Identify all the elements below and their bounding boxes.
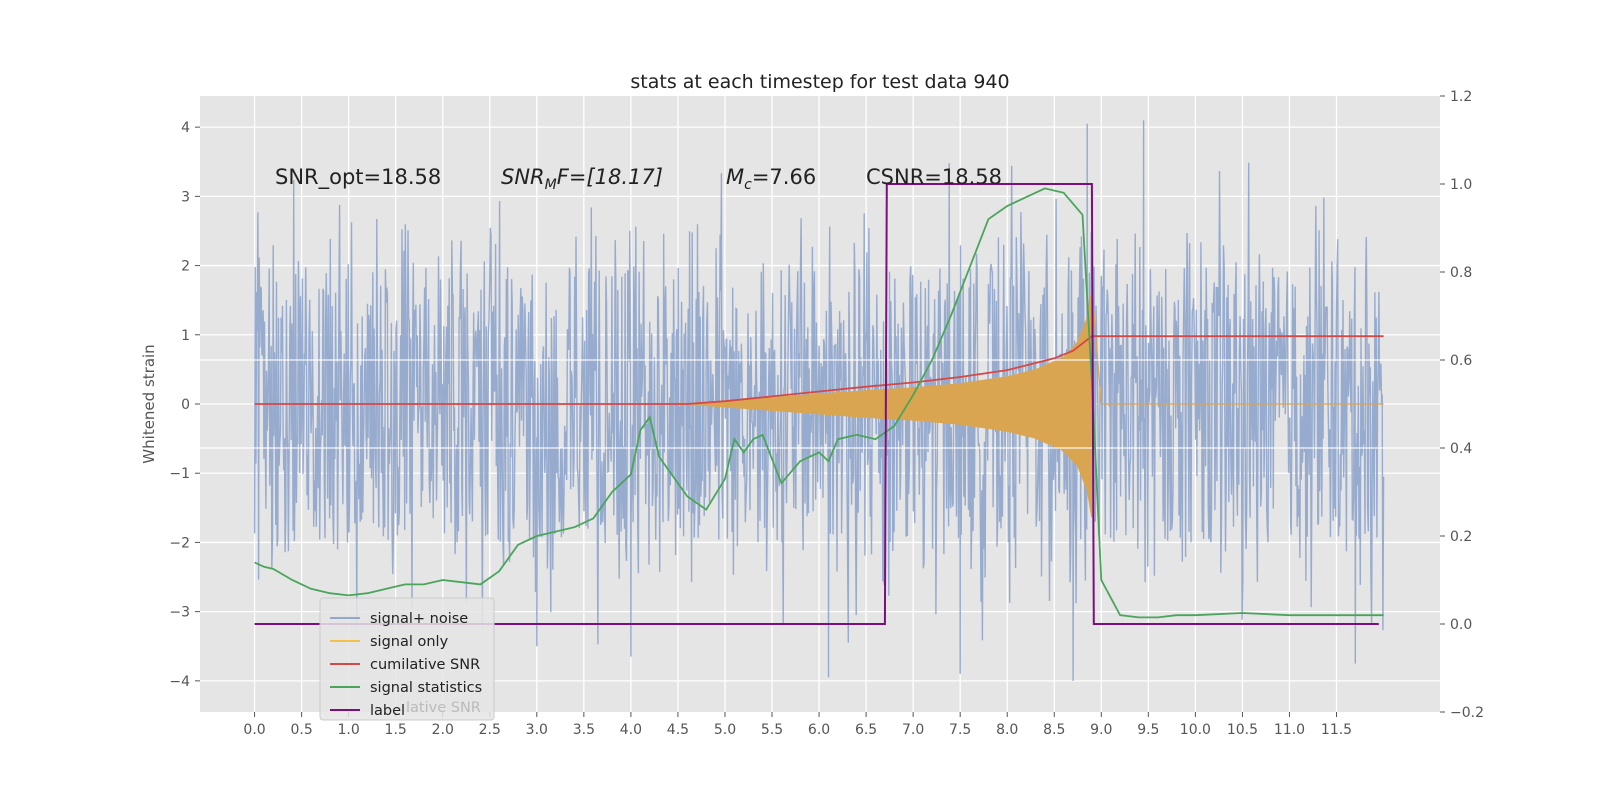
legend: lative SNR signal+ noise signal only cumil… bbox=[319, 597, 495, 721]
ticks-layer: 0.0 0.5 1.0 1.5 2.0 2.5 3.0 3.5 4.0 4.5 5.0 5.5 6.0 6… bbox=[169, 89, 1484, 738]
legend-label: signal only bbox=[370, 634, 449, 650]
y-tick-label: −3 bbox=[169, 605, 190, 621]
y2-tick-label: 0.2 bbox=[1450, 529, 1472, 545]
x-tick-label: 0.0 bbox=[243, 722, 265, 738]
y2-tick-label: 1.2 bbox=[1450, 89, 1472, 105]
y-tick-label: −1 bbox=[169, 466, 190, 482]
x-tick-label: 4.5 bbox=[667, 722, 689, 738]
annotation-snr-mf-subscript: M bbox=[545, 177, 557, 193]
x-tick-label: 8.5 bbox=[1043, 722, 1065, 738]
annotation-mc-symbol: M bbox=[726, 165, 744, 189]
legend-label: signal statistics bbox=[370, 680, 482, 696]
chart-title: stats at each timestep for test data 940 bbox=[630, 71, 1009, 93]
annotation-mc-subscript: c bbox=[744, 177, 752, 193]
y-tick-label: 4 bbox=[181, 120, 190, 136]
y-tick-label: 1 bbox=[181, 328, 190, 344]
x-tick-label: 3.5 bbox=[573, 722, 595, 738]
legend-ghost-text: lative SNR bbox=[406, 700, 481, 716]
legend-label: signal+ noise bbox=[370, 611, 468, 627]
y2-tick-label: 0.8 bbox=[1450, 265, 1472, 281]
y2-tick-label: 0.6 bbox=[1450, 353, 1472, 369]
y2-tick-label: 0.4 bbox=[1450, 441, 1472, 457]
x-tick-label: 2.0 bbox=[432, 722, 454, 738]
x-tick-label: 1.0 bbox=[338, 722, 360, 738]
x-tick-label: 0.5 bbox=[290, 722, 312, 738]
signal-statistics-line bbox=[254, 187, 1384, 619]
x-tick-label: 5.0 bbox=[714, 722, 736, 738]
x-tick-label: 7.5 bbox=[949, 722, 971, 738]
x-tick-label: 3.0 bbox=[526, 722, 548, 738]
signal-noise-line bbox=[253, 120, 1385, 681]
annotation-mc-value: =7.66 bbox=[752, 165, 816, 189]
y2-tick-label: 1.0 bbox=[1450, 177, 1472, 193]
series-layer bbox=[200, 120, 1440, 681]
x-tick-label: 10.5 bbox=[1227, 722, 1258, 738]
x-tick-label: 2.5 bbox=[479, 722, 501, 738]
annotations: SNR_opt=18.58 SNRMF=[18.17] Mc=7.66 CSNR… bbox=[275, 165, 1002, 193]
x-tick-label: 10.0 bbox=[1180, 722, 1211, 738]
legend-label: label bbox=[370, 703, 405, 719]
cumulative-snr-line bbox=[254, 335, 1384, 405]
label-line bbox=[254, 183, 1379, 625]
y-tick-label: −2 bbox=[169, 535, 190, 551]
y-tick-label: 2 bbox=[181, 259, 190, 275]
annotation-snr-mf-value: F=[18.17] bbox=[557, 165, 663, 189]
legend-box bbox=[319, 597, 495, 721]
x-tick-label: 6.0 bbox=[808, 722, 830, 738]
annotation-snr-opt: SNR_opt=18.58 bbox=[275, 165, 441, 190]
x-tick-label: 11.0 bbox=[1274, 722, 1305, 738]
x-tick-label: 4.0 bbox=[620, 722, 642, 738]
x-tick-label: 9.5 bbox=[1137, 722, 1159, 738]
x-tick-label: 9.0 bbox=[1090, 722, 1112, 738]
annotation-snr-mf: SNRMF=[18.17] bbox=[501, 165, 663, 193]
annotation-mc: Mc=7.66 bbox=[726, 165, 816, 193]
legend-items: signal+ noise signal only cumilative SNR si… bbox=[330, 611, 482, 719]
y-tick-label: 0 bbox=[181, 397, 190, 413]
x-tick-label: 7.0 bbox=[902, 722, 924, 738]
x-tick-label: 1.5 bbox=[385, 722, 407, 738]
y-tick-label: 3 bbox=[181, 189, 190, 205]
x-tick-label: 8.0 bbox=[996, 722, 1018, 738]
y-tick-label: −4 bbox=[169, 674, 190, 690]
x-tick-label: 6.5 bbox=[855, 722, 877, 738]
y2-tick-label: 0.0 bbox=[1450, 617, 1472, 633]
annotation-snr-mf-symbol: SNR bbox=[501, 165, 545, 189]
x-tick-label: 11.5 bbox=[1321, 722, 1352, 738]
y2-tick-label: −0.2 bbox=[1450, 705, 1484, 721]
legend-label: cumilative SNR bbox=[370, 657, 480, 673]
annotation-csnr: CSNR=18.58 bbox=[866, 165, 1002, 189]
x-tick-label: 5.5 bbox=[761, 722, 783, 738]
y-axis-label: Whitened strain bbox=[140, 344, 158, 463]
